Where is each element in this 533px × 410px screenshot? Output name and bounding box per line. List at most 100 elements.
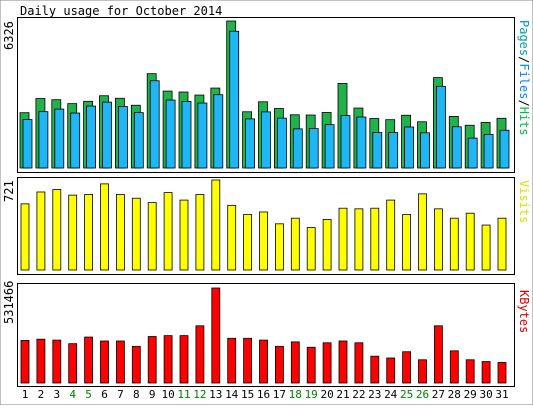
files-bar [86,105,96,169]
kbytes-bar [179,335,189,384]
kbytes-legend: KBytes [517,290,531,333]
hits-bars [19,20,510,169]
visits-bar [259,211,268,271]
kbytes-bar [418,359,427,384]
kbytes-bar [163,335,173,384]
visits-bar [163,192,173,271]
kbytes-bar [243,337,253,384]
kbytes-bar [52,339,62,384]
visits-bar [179,199,189,271]
files-bar [467,137,478,169]
kbytes-bar [147,336,157,384]
visits-bar [274,223,284,271]
visits-bar [195,194,205,271]
files-bar [133,112,144,169]
visits-bar [386,199,396,271]
kbytes-bar [433,325,443,384]
visits-bar [84,194,93,271]
legend-sep-2: / [517,99,531,106]
day-label: 29 [464,388,477,401]
day-label: 31 [495,388,508,401]
files-bar [197,102,208,169]
files-bar [451,126,462,169]
day-label: 17 [273,388,286,401]
kbytes-bar [68,343,78,384]
files-bar [276,117,287,169]
day-label: 24 [384,388,398,401]
day-label: 1 [22,388,29,401]
legend-pages: Pages [517,20,531,56]
files-bar [118,106,128,169]
kbytes-panel-frame [17,283,515,387]
visits-bar [147,202,157,271]
day-label: 5 [85,388,92,401]
files-bar [245,118,256,169]
visits-bar [227,204,237,271]
day-label: 9 [149,388,156,401]
visits-bar [449,217,459,271]
visits-bar [418,193,427,271]
kbytes-bar [386,357,396,384]
visits-bar [131,197,141,271]
day-label: 23 [368,388,381,401]
day-label: 11 [177,388,190,401]
files-bar [229,30,240,169]
visits-bar [211,179,221,271]
visits-bar [481,224,491,271]
day-label: 25 [400,388,413,401]
legend-hits: Hits [517,107,531,136]
visits-bar [116,194,125,271]
visits-bar [68,194,78,271]
day-label: 2 [38,388,45,401]
visits-bar [52,189,62,271]
kbytes-bar [84,336,93,384]
visits-bar [290,217,300,271]
day-label: 27 [432,388,445,401]
day-label: 12 [193,388,206,401]
hits-legend: Pages/Files/Hits [517,20,531,136]
day-label: 30 [479,388,492,401]
visits-bar [338,207,348,271]
chart-title: Daily usage for October 2014 [20,4,222,18]
files-bar [372,132,383,169]
files-bar [483,134,494,169]
files-bar [292,128,303,169]
visits-bar [100,183,109,271]
kbytes-bar [195,325,205,384]
kbytes-max-label: 531466 [2,281,16,324]
day-label: 26 [416,388,429,401]
kbytes-bar [449,350,459,384]
kbytes-bar [36,338,46,384]
kbytes-bar [259,339,268,384]
day-label: 28 [448,388,461,401]
kbytes-bar [290,341,300,384]
kbytes-bar [370,355,380,384]
kbytes-bar [402,351,412,384]
files-bar [435,85,446,169]
visits-bar [306,227,316,271]
visits-bar [354,208,364,271]
files-bar [420,132,430,169]
day-label: 18 [289,388,302,401]
legend-sep-1: / [517,56,531,63]
day-label: 7 [117,388,124,401]
hits-max-label: 6326 [2,21,16,50]
visits-max-label: 721 [2,180,16,202]
kbytes-bar [306,346,316,384]
files-bar [102,101,112,169]
day-label: 22 [352,388,365,401]
day-labels: 1 2 3 4 5 6 7 8 9 10 11 12 13 14 15 16 17 18 19 20 21 22 23 24 2… [22,388,509,401]
files-bar [149,80,160,169]
kbytes-bar [20,340,30,384]
visits-panel-frame [17,177,515,275]
kbytes-bar [274,345,284,384]
kbytes-bar [116,340,125,384]
day-label: 8 [133,388,140,401]
visits-bar [36,191,46,271]
files-bar [340,115,351,169]
files-bar [324,124,335,169]
hits-panel-frame [17,17,515,173]
files-bar [213,94,224,169]
kbytes-bar [465,359,475,384]
files-bar [165,99,176,169]
